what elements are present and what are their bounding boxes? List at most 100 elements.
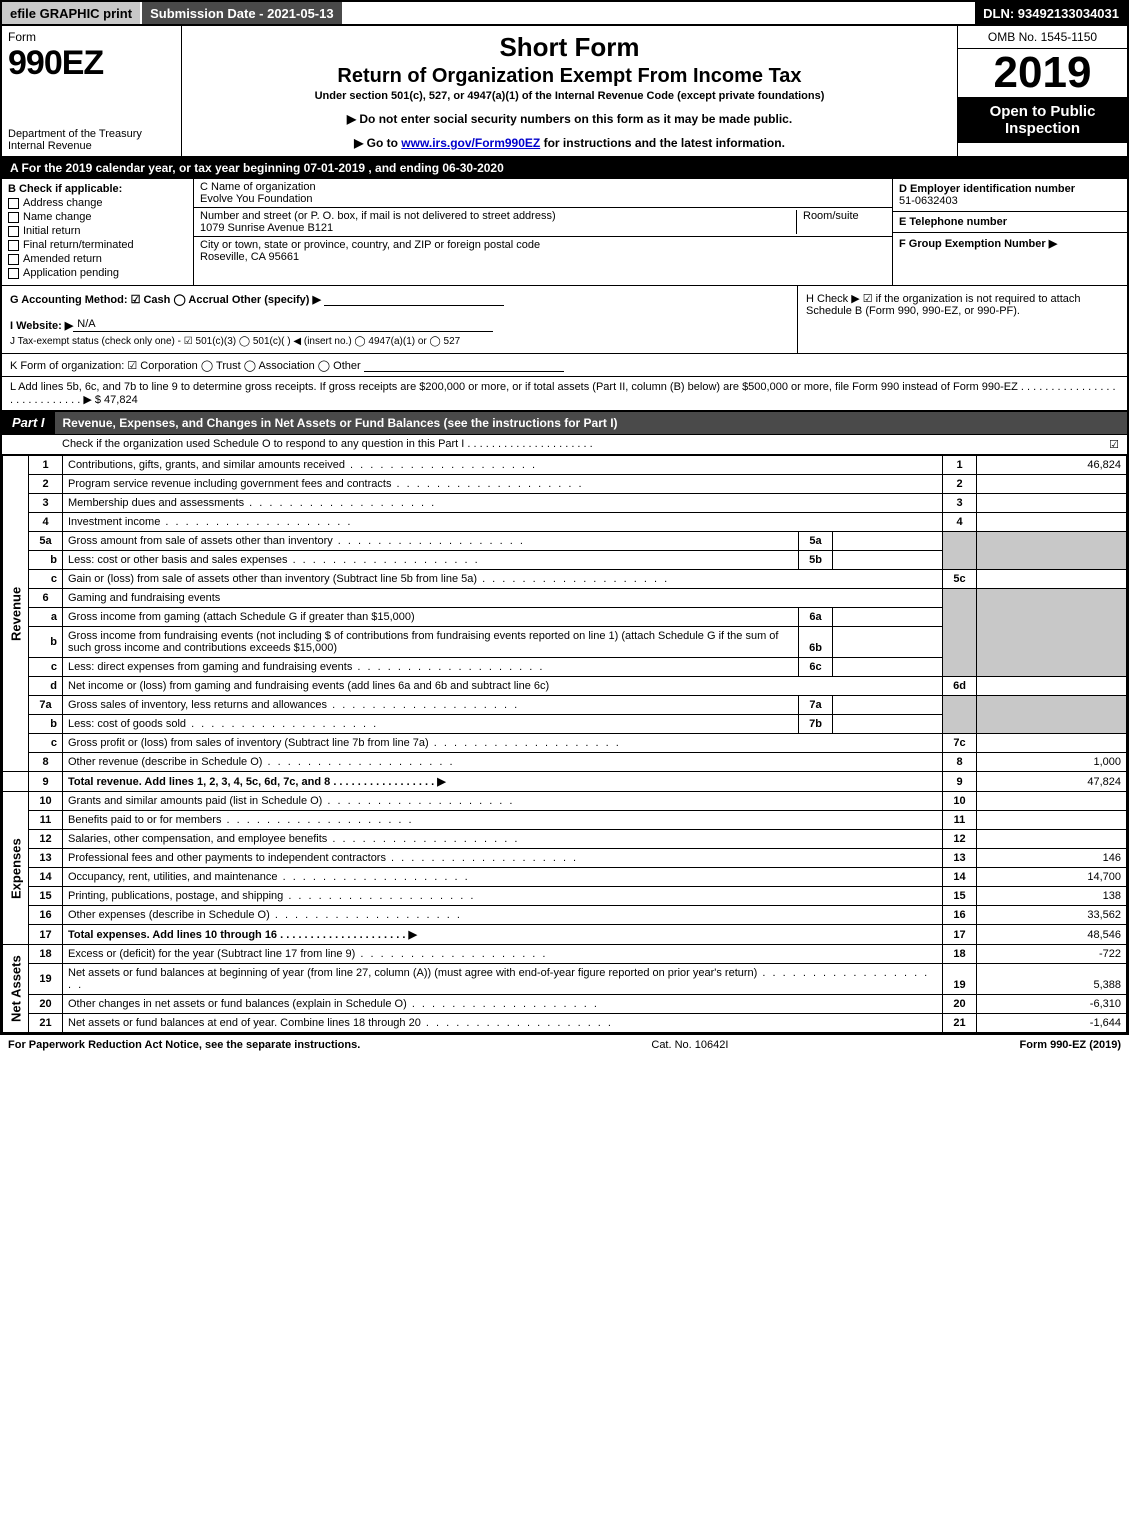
- l7b-midval: [833, 715, 943, 734]
- city-val: Roseville, CA 95661: [200, 251, 540, 263]
- opt-name-change: Name change: [23, 211, 92, 223]
- l10-rlab: 10: [943, 792, 977, 811]
- chk-initial-return[interactable]: [8, 226, 19, 237]
- l1-rlab: 1: [943, 456, 977, 475]
- l1-val: 46,824: [977, 456, 1127, 475]
- l20-num: 20: [29, 995, 63, 1014]
- l7c-rlab: 7c: [943, 734, 977, 753]
- l6-num: 6: [29, 589, 63, 608]
- c-label: C Name of organization: [200, 181, 886, 193]
- l1-num: 1: [29, 456, 63, 475]
- l5b-mid: 5b: [799, 551, 833, 570]
- l10-num: 10: [29, 792, 63, 811]
- l5b-desc: Less: cost or other basis and sales expe…: [63, 551, 799, 570]
- l12-desc: Salaries, other compensation, and employ…: [63, 830, 943, 849]
- box-def: D Employer identification number 51-0632…: [892, 179, 1127, 285]
- l19-val: 5,388: [977, 964, 1127, 995]
- l6d-desc: Net income or (loss) from gaming and fun…: [63, 677, 943, 696]
- l7ab-greyv: [977, 696, 1127, 734]
- l5c-num: c: [29, 570, 63, 589]
- efile-print[interactable]: efile GRAPHIC print: [2, 2, 142, 24]
- arrow-link: ▶ Go to www.irs.gov/Form990EZ for instru…: [192, 136, 947, 150]
- tax-year: 2019: [958, 49, 1127, 97]
- l4-num: 4: [29, 513, 63, 532]
- l16-val: 33,562: [977, 906, 1127, 925]
- l5a-num: 5a: [29, 532, 63, 551]
- dept-irs: Internal Revenue: [8, 140, 175, 152]
- l6b-midval: [833, 627, 943, 658]
- l17-num: 17: [29, 925, 63, 945]
- l10-desc: Grants and similar amounts paid (list in…: [63, 792, 943, 811]
- l12-val: [977, 830, 1127, 849]
- l7b-num: b: [29, 715, 63, 734]
- l8-rlab: 8: [943, 753, 977, 772]
- chk-amended[interactable]: [8, 254, 19, 265]
- box-b: B Check if applicable: Address change Na…: [2, 179, 194, 285]
- l2-val: [977, 475, 1127, 494]
- l11-rlab: 11: [943, 811, 977, 830]
- l21-desc: Net assets or fund balances at end of ye…: [63, 1014, 943, 1033]
- d-ein: 51-0632403: [899, 195, 1121, 207]
- l5b-num: b: [29, 551, 63, 570]
- l2-num: 2: [29, 475, 63, 494]
- l14-rlab: 14: [943, 868, 977, 887]
- l6c-midval: [833, 658, 943, 677]
- arrow-ssn: ▶ Do not enter social security numbers o…: [192, 112, 947, 126]
- l7a-num: 7a: [29, 696, 63, 715]
- row-gh: G Accounting Method: ☑ Cash ◯ Accrual Ot…: [2, 286, 1127, 354]
- arrow2-post: for instructions and the latest informat…: [540, 136, 785, 150]
- l5c-desc: Gain or (loss) from sale of assets other…: [63, 570, 943, 589]
- chk-address-change[interactable]: [8, 198, 19, 209]
- part-i-tag: Part I: [2, 411, 55, 434]
- l6-greyv: [977, 589, 1127, 677]
- form-number: 990EZ: [8, 44, 175, 83]
- footer: For Paperwork Reduction Act Notice, see …: [0, 1035, 1129, 1055]
- l6-desc: Gaming and fundraising events: [63, 589, 943, 608]
- line-k: K Form of organization: ☑ Corporation ◯ …: [2, 354, 1127, 377]
- irs-link[interactable]: www.irs.gov/Form990EZ: [401, 136, 540, 150]
- opt-amended: Amended return: [23, 253, 102, 265]
- l6c-mid: 6c: [799, 658, 833, 677]
- chk-name-change[interactable]: [8, 212, 19, 223]
- part-i-check: ☑: [1109, 438, 1119, 451]
- city-label: City or town, state or province, country…: [200, 239, 540, 251]
- section-b-to-f: B Check if applicable: Address change Na…: [2, 179, 1127, 286]
- l20-rlab: 20: [943, 995, 977, 1014]
- l8-num: 8: [29, 753, 63, 772]
- chk-application-pending[interactable]: [8, 268, 19, 279]
- l5a-mid: 5a: [799, 532, 833, 551]
- l5ab-grey: [943, 532, 977, 570]
- l17-rlab: 17: [943, 925, 977, 945]
- line-g: G Accounting Method: ☑ Cash ◯ Accrual Ot…: [10, 292, 789, 306]
- header-right: OMB No. 1545-1150 2019 Open to Public In…: [957, 26, 1127, 156]
- g-left: G Accounting Method: ☑ Cash ◯ Accrual Ot…: [2, 286, 797, 353]
- l11-desc: Benefits paid to or for members: [63, 811, 943, 830]
- c-org-name: Evolve You Foundation: [200, 193, 886, 205]
- l15-desc: Printing, publications, postage, and shi…: [63, 887, 943, 906]
- subline: Under section 501(c), 527, or 4947(a)(1)…: [192, 90, 947, 102]
- l16-num: 16: [29, 906, 63, 925]
- title-short-form: Short Form: [192, 32, 947, 63]
- l9-rlab: 9: [943, 772, 977, 792]
- l16-desc: Other expenses (describe in Schedule O): [63, 906, 943, 925]
- line-h: H Check ▶ ☑ if the organization is not r…: [797, 286, 1127, 353]
- footer-left: For Paperwork Reduction Act Notice, see …: [8, 1039, 360, 1051]
- l8-desc: Other revenue (describe in Schedule O): [63, 753, 943, 772]
- l7c-desc: Gross profit or (loss) from sales of inv…: [63, 734, 943, 753]
- footer-cat: Cat. No. 10642I: [360, 1039, 1019, 1051]
- l20-desc: Other changes in net assets or fund bala…: [63, 995, 943, 1014]
- l11-num: 11: [29, 811, 63, 830]
- addr-label: Number and street (or P. O. box, if mail…: [200, 210, 796, 222]
- footer-right: Form 990-EZ (2019): [1020, 1039, 1121, 1051]
- l6a-num: a: [29, 608, 63, 627]
- form-header: Form 990EZ Department of the Treasury In…: [2, 26, 1127, 158]
- l13-val: 146: [977, 849, 1127, 868]
- chk-final-return[interactable]: [8, 240, 19, 251]
- l1-desc: Contributions, gifts, grants, and simila…: [63, 456, 943, 475]
- opt-initial-return: Initial return: [23, 225, 80, 237]
- l7a-desc: Gross sales of inventory, less returns a…: [63, 696, 799, 715]
- l6d-num: d: [29, 677, 63, 696]
- l4-rlab: 4: [943, 513, 977, 532]
- arrow2-pre: ▶ Go to: [354, 136, 401, 150]
- l17-desc: Total expenses. Add lines 10 through 16 …: [63, 925, 943, 945]
